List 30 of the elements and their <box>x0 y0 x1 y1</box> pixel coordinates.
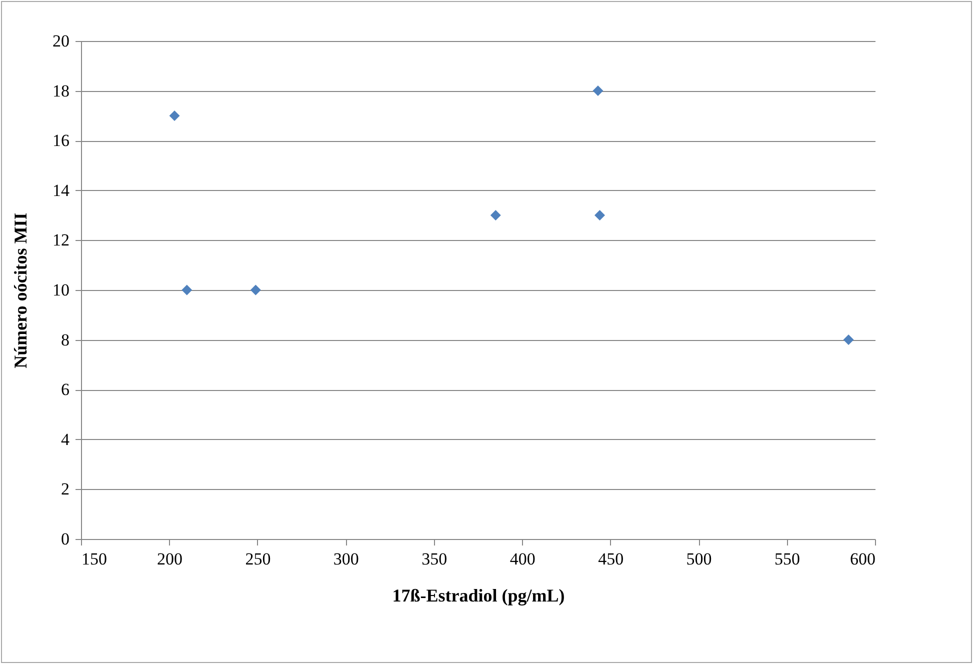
point <box>592 86 604 96</box>
x-tick-label: 250 <box>245 550 271 568</box>
point <box>169 110 180 121</box>
y-tick-label: 0 <box>61 530 70 548</box>
x-tick-label: 500 <box>686 550 712 568</box>
y-axis-title: Número oócitos MII <box>10 212 30 368</box>
y-tick-label: 4 <box>61 430 70 449</box>
x-tick-label: 200 <box>156 550 182 568</box>
x-tick-label: 450 <box>598 550 624 568</box>
x-tick-label: 300 <box>333 550 359 568</box>
point <box>250 284 261 296</box>
y-tick-label: 12 <box>52 230 70 250</box>
point <box>843 334 854 346</box>
point <box>490 210 501 221</box>
y-tick-label: 18 <box>52 81 70 100</box>
y-tick-label: 8 <box>61 330 70 350</box>
x-tick-label: 600 <box>850 550 876 568</box>
y-tick-label: 16 <box>52 131 70 150</box>
x-axis-title: 17ß-Estradiol (pg/mL) <box>392 586 565 606</box>
x-tick-label: 350 <box>422 550 448 568</box>
y-tick-label: 2 <box>61 480 70 499</box>
y-tick-label: 6 <box>61 380 70 400</box>
x-tick-label: 400 <box>510 550 536 568</box>
y-tick-label: 10 <box>52 280 70 300</box>
x-tick-label: 550 <box>774 550 800 568</box>
y-tick-label: 20 <box>52 32 70 50</box>
point <box>182 284 192 296</box>
y-tick-label: 14 <box>52 180 70 200</box>
x-tick-label: 150 <box>82 550 107 568</box>
point <box>594 210 605 221</box>
